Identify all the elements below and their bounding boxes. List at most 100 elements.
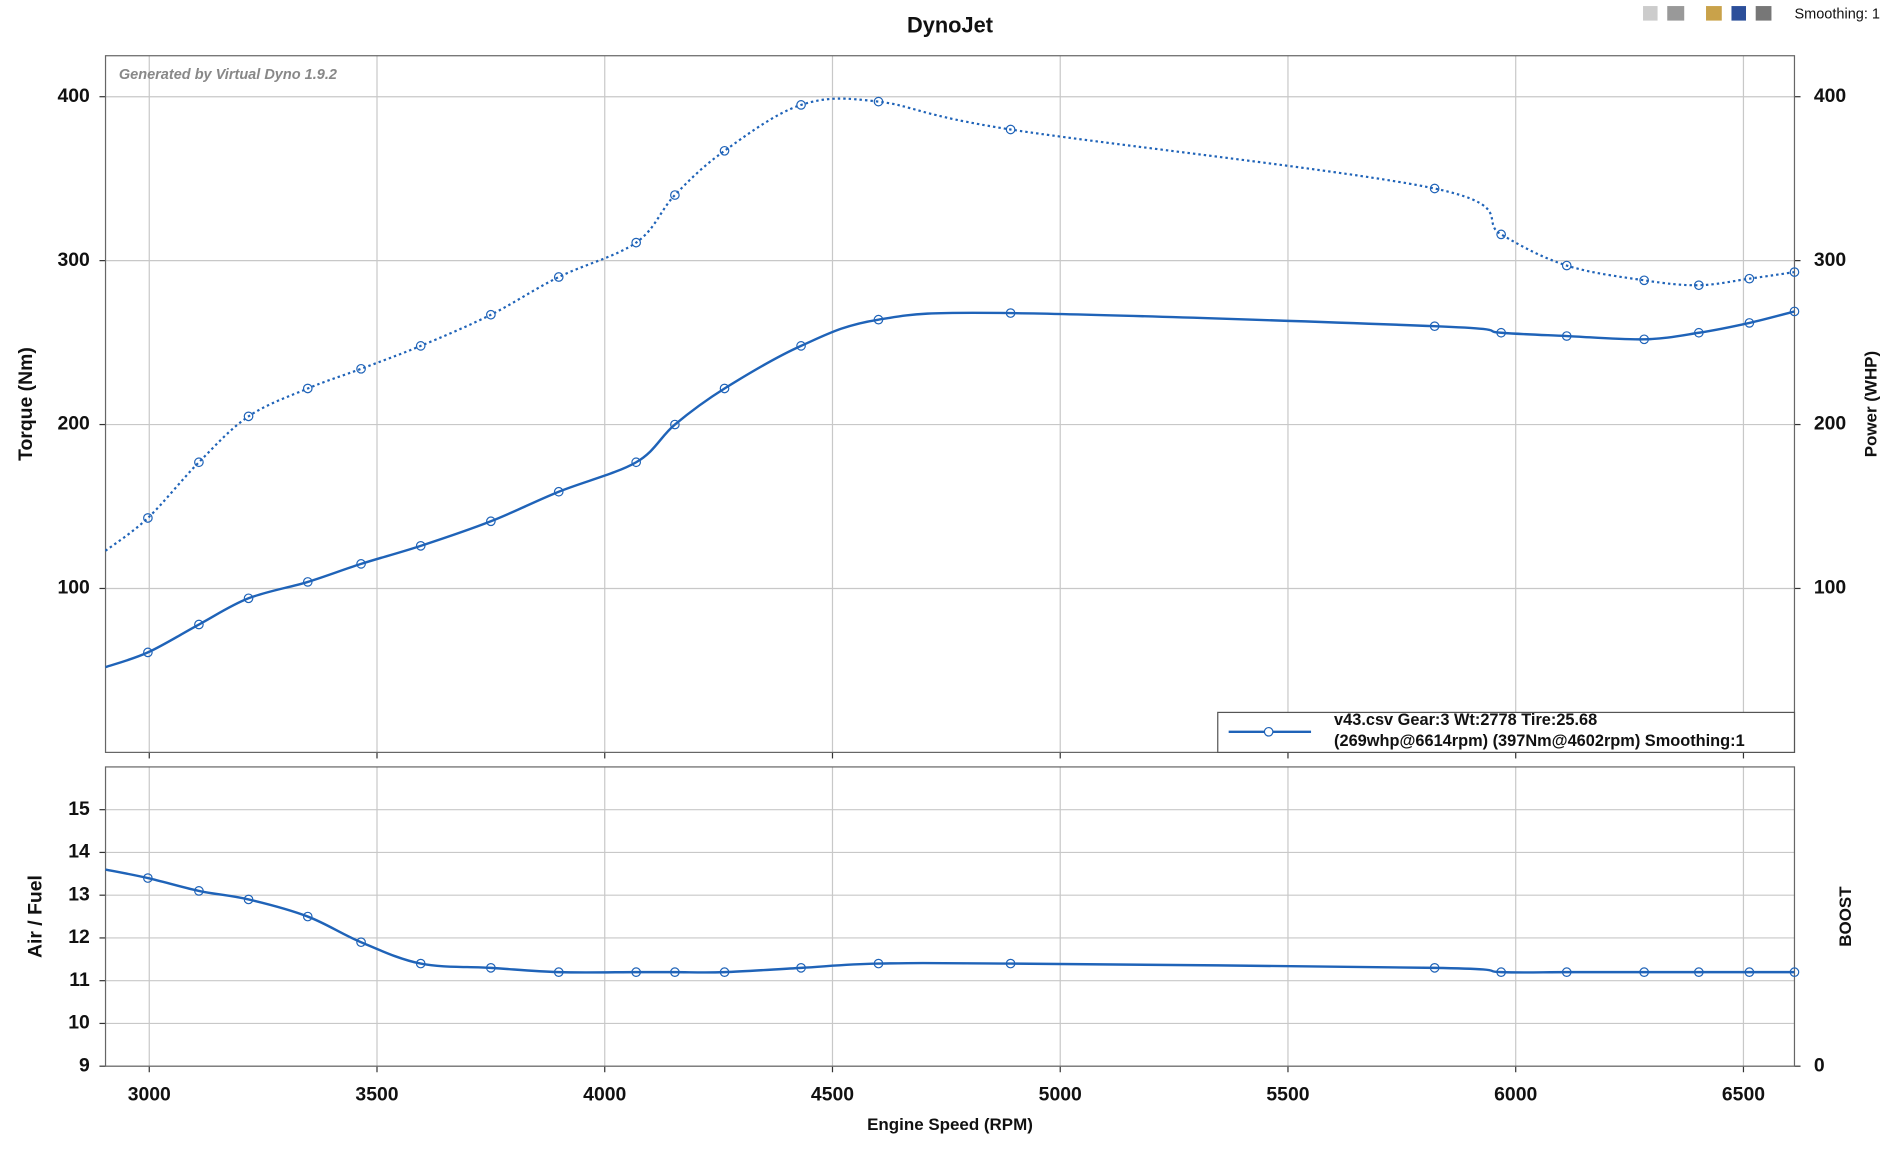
tools-icon[interactable] <box>1667 6 1685 21</box>
data-point <box>1496 967 1506 977</box>
data-point <box>486 309 496 320</box>
data-point <box>873 314 884 325</box>
toolbar-icons[interactable] <box>1643 6 1772 21</box>
data-point <box>670 967 680 977</box>
data-point <box>1639 967 1650 977</box>
data-point <box>1744 273 1755 284</box>
data-point <box>1429 183 1440 194</box>
y-tick-label: 10 <box>68 1012 90 1034</box>
copy-icon[interactable] <box>1706 6 1722 21</box>
legend-box <box>1217 711 1796 753</box>
data-point <box>1005 308 1016 318</box>
y-axis-label: Torque (Nm) <box>15 347 37 461</box>
data-point <box>719 383 730 394</box>
chart-title: DynoJet <box>907 12 993 37</box>
y2-tick-label: 400 <box>1814 85 1846 107</box>
data-point <box>553 272 564 282</box>
data-point <box>1744 967 1755 977</box>
data-point <box>243 894 254 905</box>
y-tick-label: 9 <box>79 1054 90 1076</box>
y2-tick-label: 100 <box>1814 577 1846 599</box>
x-tick-label: 3500 <box>355 1083 398 1105</box>
legend-marker <box>1263 726 1274 737</box>
data-point <box>143 873 153 883</box>
legend-label: v43.csv Gear:3 Wt:2778 Tire:25.68 <box>1334 711 1597 729</box>
data-point <box>873 958 884 969</box>
data-point <box>1693 280 1704 291</box>
x-axis-label: Engine Speed (RPM) <box>867 1115 1033 1134</box>
data-point <box>356 937 366 948</box>
x-tick-label: 6500 <box>1722 1083 1765 1105</box>
data-point <box>302 577 313 587</box>
data-point <box>1789 306 1800 317</box>
data-point <box>796 963 806 973</box>
x-tick-label: 6000 <box>1494 1083 1537 1105</box>
data-point <box>486 516 496 527</box>
data-point <box>1429 321 1440 332</box>
data-point <box>1693 327 1704 338</box>
smoothing-control[interactable]: Smoothing: 1 <box>1794 6 1880 22</box>
data-point <box>796 341 806 351</box>
series-line <box>105 310 1795 669</box>
data-point <box>1005 958 1016 969</box>
x-tick-label: 5000 <box>1039 1083 1082 1105</box>
data-point <box>670 419 680 430</box>
data-point <box>553 486 564 497</box>
data-point <box>1429 963 1440 973</box>
data-point <box>415 958 426 969</box>
y-tick-label: 13 <box>68 883 90 905</box>
y-tick-label: 15 <box>68 798 90 820</box>
series-line <box>105 868 1795 974</box>
plot-frame <box>104 766 1796 1067</box>
data-point <box>1561 967 1572 977</box>
data-point <box>1639 275 1650 286</box>
data-point <box>1561 260 1572 271</box>
y2-axis-label: Power (WHP) <box>1861 351 1880 457</box>
y-tick-label: 11 <box>69 969 90 991</box>
data-point <box>631 457 642 468</box>
data-point <box>719 145 730 156</box>
y-tick-label: 100 <box>57 577 89 599</box>
data-point <box>243 593 254 604</box>
data-point <box>243 411 254 422</box>
data-point <box>1561 331 1572 341</box>
plot-frame <box>104 55 1796 753</box>
x-tick-label: 5500 <box>1266 1083 1309 1105</box>
y-tick-label: 14 <box>68 841 90 863</box>
data-point <box>194 886 204 896</box>
y-tick-label: 200 <box>57 413 89 435</box>
x-tick-label: 3000 <box>128 1083 171 1105</box>
legend-label: (269whp@6614rpm) (397Nm@4602rpm) Smoothi… <box>1334 732 1745 750</box>
data-point <box>1693 967 1704 977</box>
data-point <box>194 457 204 468</box>
x-tick-label: 4000 <box>583 1083 626 1105</box>
y2-tick-label: 0 <box>1814 1054 1825 1076</box>
data-point <box>873 96 884 107</box>
data-point <box>194 619 204 630</box>
zoom-icon[interactable] <box>1643 6 1658 21</box>
x-tick-label: 4500 <box>811 1083 854 1105</box>
data-point <box>356 559 366 569</box>
y2-tick-label: 200 <box>1814 413 1846 435</box>
y-axis-label: Air / Fuel <box>25 875 47 958</box>
data-point <box>1744 318 1755 328</box>
data-point <box>486 963 496 973</box>
save-icon[interactable] <box>1731 6 1747 21</box>
data-point <box>796 100 806 110</box>
data-point <box>1496 229 1506 240</box>
data-point <box>415 541 426 551</box>
y-tick-label: 400 <box>57 85 89 107</box>
data-point <box>553 967 564 977</box>
data-point <box>1496 327 1506 338</box>
data-point <box>143 647 153 658</box>
y-tick-label: 12 <box>68 926 90 948</box>
data-point <box>302 911 313 922</box>
data-point <box>670 190 680 200</box>
data-point <box>302 383 313 394</box>
data-point <box>1005 124 1016 135</box>
data-point <box>631 237 642 248</box>
print-icon[interactable] <box>1755 6 1772 21</box>
